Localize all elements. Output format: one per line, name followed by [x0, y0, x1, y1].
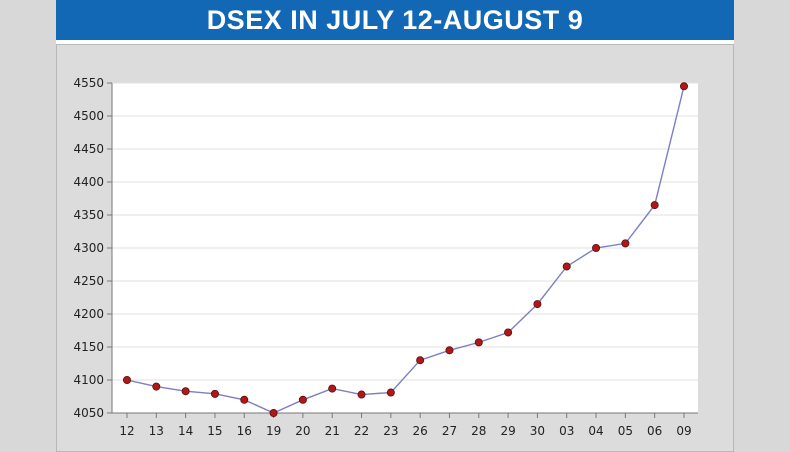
series-line [126, 86, 685, 414]
data-point [562, 262, 571, 271]
y-tick-label: 4300 [73, 241, 104, 255]
right-background-band [734, 0, 790, 452]
x-tick-label: 04 [588, 424, 603, 438]
x-tick-label: 29 [500, 424, 515, 438]
data-point [152, 382, 161, 391]
chart-title: DSEX IN JULY 12-AUGUST 9 [56, 0, 734, 40]
gridlines [112, 82, 698, 381]
x-tick-label: 16 [237, 424, 252, 438]
y-tick-label: 4050 [73, 406, 104, 420]
y-tick-label: 4550 [73, 76, 104, 90]
data-point [650, 201, 659, 210]
data-point [328, 384, 337, 393]
data-point [621, 239, 630, 248]
x-tick-label: 14 [178, 424, 193, 438]
x-tick-label: 19 [266, 424, 281, 438]
x-tick-label: 22 [354, 424, 369, 438]
data-point [445, 346, 454, 355]
data-point [474, 338, 483, 347]
data-point [416, 356, 425, 365]
y-tick-label: 4150 [73, 340, 104, 354]
y-tick-label: 4350 [73, 208, 104, 222]
data-point [298, 395, 307, 404]
data-point [240, 395, 249, 404]
data-point [680, 82, 689, 91]
x-tick-label: 26 [413, 424, 428, 438]
y-axis-ticks: 4050 4100 4150 4200 4250 4300 4350 4400 4450 4500… [73, 76, 112, 420]
x-tick-label: 12 [119, 424, 134, 438]
x-tick-label: 13 [149, 424, 164, 438]
x-tick-label: 15 [207, 424, 222, 438]
x-tick-label: 27 [442, 424, 457, 438]
x-tick-label: 03 [559, 424, 574, 438]
data-point [504, 328, 513, 337]
x-tick-label: 05 [618, 424, 633, 438]
data-point [357, 390, 366, 399]
chart-frame: DSEX IN JULY 12-AUGUST 9 4050 4100 4150 420… [56, 0, 734, 452]
series-dsex [123, 82, 689, 417]
data-point [123, 375, 132, 384]
y-tick-label: 4450 [73, 142, 104, 156]
y-tick-label: 4250 [73, 274, 104, 288]
data-point [386, 388, 395, 397]
data-point [210, 389, 219, 398]
y-tick-label: 4400 [73, 175, 104, 189]
y-tick-label: 4500 [73, 109, 104, 123]
data-point [592, 243, 601, 252]
data-point [269, 408, 278, 417]
line-chart: 4050 4100 4150 4200 4250 4300 4350 4400 4450 4500… [73, 76, 698, 438]
y-tick-label: 4200 [73, 307, 104, 321]
left-background-band [0, 0, 56, 452]
x-tick-label: 06 [647, 424, 662, 438]
y-tick-label: 4100 [73, 373, 104, 387]
data-point [181, 387, 190, 396]
x-tick-label: 28 [471, 424, 486, 438]
chart-panel: 4050 4100 4150 4200 4250 4300 4350 4400 4450 4500… [56, 44, 734, 452]
x-tick-label: 20 [295, 424, 310, 438]
x-axis-ticks: 12 13 14 15 16 19 20 21 22 23 26 27 28 29 30 03 04 05 06 09 [119, 413, 692, 438]
x-tick-label: 23 [383, 424, 398, 438]
data-point [533, 300, 542, 309]
x-tick-label: 21 [325, 424, 340, 438]
x-tick-label: 30 [530, 424, 545, 438]
x-tick-label: 09 [676, 424, 691, 438]
